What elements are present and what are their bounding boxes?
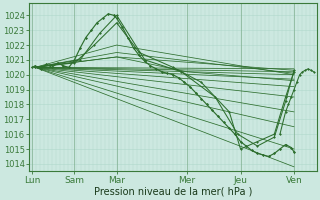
X-axis label: Pression niveau de la mer( hPa ): Pression niveau de la mer( hPa ) <box>94 187 252 197</box>
